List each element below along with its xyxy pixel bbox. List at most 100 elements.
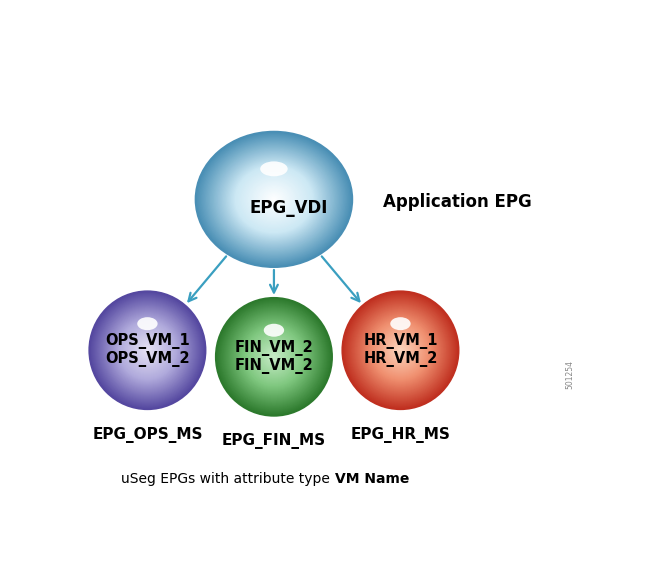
Ellipse shape (202, 137, 346, 261)
Ellipse shape (358, 307, 443, 394)
Ellipse shape (372, 321, 430, 380)
Ellipse shape (220, 153, 328, 246)
Ellipse shape (394, 344, 406, 356)
Ellipse shape (239, 321, 309, 392)
Ellipse shape (120, 323, 174, 378)
Text: FIN_VM_2
FIN_VM_2: FIN_VM_2 FIN_VM_2 (234, 340, 313, 374)
Ellipse shape (247, 329, 301, 385)
Ellipse shape (225, 157, 323, 241)
Ellipse shape (266, 193, 282, 206)
Ellipse shape (217, 299, 331, 415)
Ellipse shape (122, 325, 172, 376)
Ellipse shape (354, 303, 447, 398)
Ellipse shape (259, 341, 289, 373)
Ellipse shape (350, 299, 451, 402)
Ellipse shape (261, 188, 287, 211)
Ellipse shape (108, 311, 186, 390)
Ellipse shape (225, 308, 323, 406)
Ellipse shape (232, 163, 316, 236)
Ellipse shape (138, 340, 157, 360)
Ellipse shape (251, 180, 296, 219)
Ellipse shape (242, 172, 306, 227)
Text: OPS_VM_1
OPS_VM_2: OPS_VM_1 OPS_VM_2 (105, 333, 190, 367)
Ellipse shape (264, 347, 283, 367)
Ellipse shape (366, 315, 436, 386)
Ellipse shape (131, 333, 164, 367)
Ellipse shape (90, 292, 204, 408)
Ellipse shape (216, 149, 332, 249)
Ellipse shape (89, 291, 206, 410)
Ellipse shape (144, 346, 151, 354)
Ellipse shape (93, 295, 202, 406)
Ellipse shape (95, 297, 200, 403)
Ellipse shape (378, 328, 422, 373)
Ellipse shape (268, 351, 279, 363)
Ellipse shape (112, 315, 182, 386)
Ellipse shape (384, 333, 417, 367)
Text: VM Name: VM Name (335, 472, 409, 486)
Ellipse shape (255, 337, 293, 377)
Ellipse shape (110, 312, 185, 389)
Ellipse shape (257, 340, 291, 374)
Ellipse shape (387, 336, 414, 364)
Ellipse shape (257, 339, 291, 374)
Ellipse shape (233, 164, 315, 235)
Ellipse shape (249, 178, 299, 221)
Ellipse shape (138, 341, 156, 359)
Ellipse shape (267, 350, 281, 364)
Ellipse shape (127, 329, 168, 371)
Ellipse shape (396, 346, 404, 354)
Ellipse shape (375, 325, 426, 376)
Ellipse shape (227, 158, 321, 240)
Ellipse shape (272, 355, 276, 359)
Ellipse shape (368, 318, 432, 383)
Ellipse shape (114, 317, 180, 384)
Ellipse shape (267, 194, 281, 205)
Ellipse shape (217, 151, 330, 248)
Ellipse shape (392, 341, 409, 359)
Ellipse shape (229, 311, 319, 403)
Ellipse shape (348, 297, 453, 403)
Ellipse shape (244, 326, 304, 387)
Ellipse shape (370, 320, 430, 381)
Ellipse shape (253, 335, 295, 378)
Ellipse shape (264, 191, 283, 207)
Ellipse shape (251, 334, 296, 379)
Ellipse shape (254, 182, 294, 216)
Ellipse shape (390, 340, 411, 361)
Ellipse shape (214, 147, 334, 252)
Ellipse shape (135, 337, 160, 363)
Ellipse shape (132, 335, 163, 366)
Ellipse shape (241, 171, 307, 228)
Text: 501254: 501254 (565, 360, 575, 389)
Ellipse shape (134, 336, 161, 364)
Ellipse shape (229, 312, 319, 402)
Ellipse shape (250, 179, 298, 220)
Ellipse shape (98, 300, 197, 400)
Ellipse shape (342, 291, 458, 410)
Ellipse shape (362, 312, 438, 389)
Ellipse shape (386, 336, 415, 365)
Ellipse shape (195, 132, 353, 267)
Ellipse shape (231, 162, 317, 237)
Ellipse shape (245, 327, 303, 386)
Ellipse shape (233, 315, 315, 398)
Ellipse shape (357, 306, 444, 395)
Ellipse shape (385, 335, 416, 366)
Ellipse shape (376, 325, 424, 375)
Ellipse shape (112, 314, 183, 387)
Ellipse shape (223, 304, 325, 409)
Ellipse shape (125, 328, 170, 373)
Ellipse shape (260, 161, 288, 176)
Ellipse shape (130, 332, 165, 368)
Text: EPG_VDI: EPG_VDI (250, 199, 328, 217)
Ellipse shape (259, 187, 289, 212)
Ellipse shape (251, 333, 297, 381)
Ellipse shape (246, 328, 302, 385)
Ellipse shape (271, 197, 277, 202)
Ellipse shape (99, 301, 196, 399)
Ellipse shape (140, 344, 154, 357)
Ellipse shape (215, 298, 332, 416)
Ellipse shape (237, 168, 311, 231)
Ellipse shape (116, 319, 178, 382)
